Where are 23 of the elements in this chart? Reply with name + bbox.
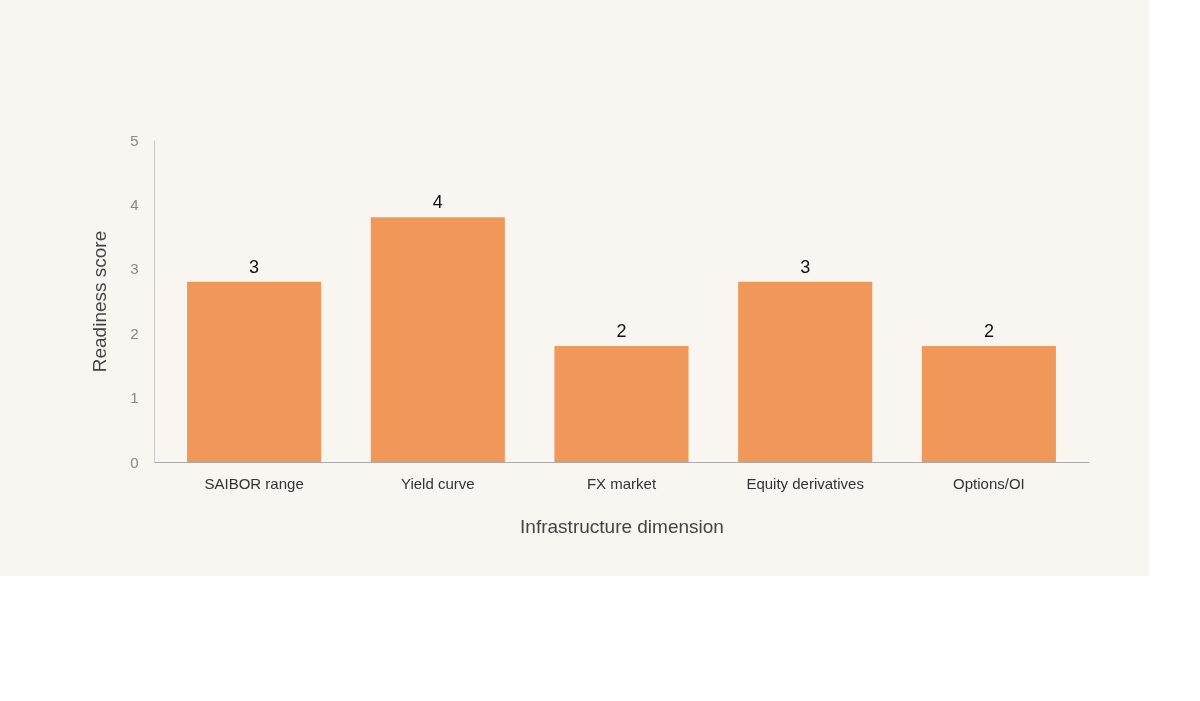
bar bbox=[738, 281, 873, 462]
y-tick-label: 5 bbox=[130, 131, 139, 149]
y-tick-label: 4 bbox=[130, 195, 139, 213]
bar bbox=[370, 217, 505, 462]
x-tick-label: Equity derivatives bbox=[746, 474, 864, 492]
bar bbox=[187, 281, 322, 462]
data-label: 4 bbox=[432, 192, 443, 213]
y-tick-label: 0 bbox=[130, 453, 139, 471]
y-axis-title: Readiness score bbox=[89, 230, 111, 373]
data-label: 2 bbox=[983, 321, 994, 342]
x-tick-label: Yield curve bbox=[400, 474, 475, 492]
y-tick-label: 1 bbox=[130, 389, 139, 407]
y-tick-label: 3 bbox=[130, 260, 139, 278]
bar bbox=[554, 346, 689, 462]
x-tick-label: SAIBOR range bbox=[204, 474, 304, 492]
x-tick-label: FX market bbox=[586, 474, 657, 492]
x-tick-label: Options/OI bbox=[953, 474, 1025, 492]
data-label: 2 bbox=[616, 321, 627, 342]
x-axis-title: Infrastructure dimension bbox=[520, 515, 724, 537]
data-label: 3 bbox=[800, 256, 811, 277]
y-tick-label: 2 bbox=[130, 324, 139, 342]
data-label: 3 bbox=[249, 256, 260, 277]
bar bbox=[921, 346, 1056, 462]
